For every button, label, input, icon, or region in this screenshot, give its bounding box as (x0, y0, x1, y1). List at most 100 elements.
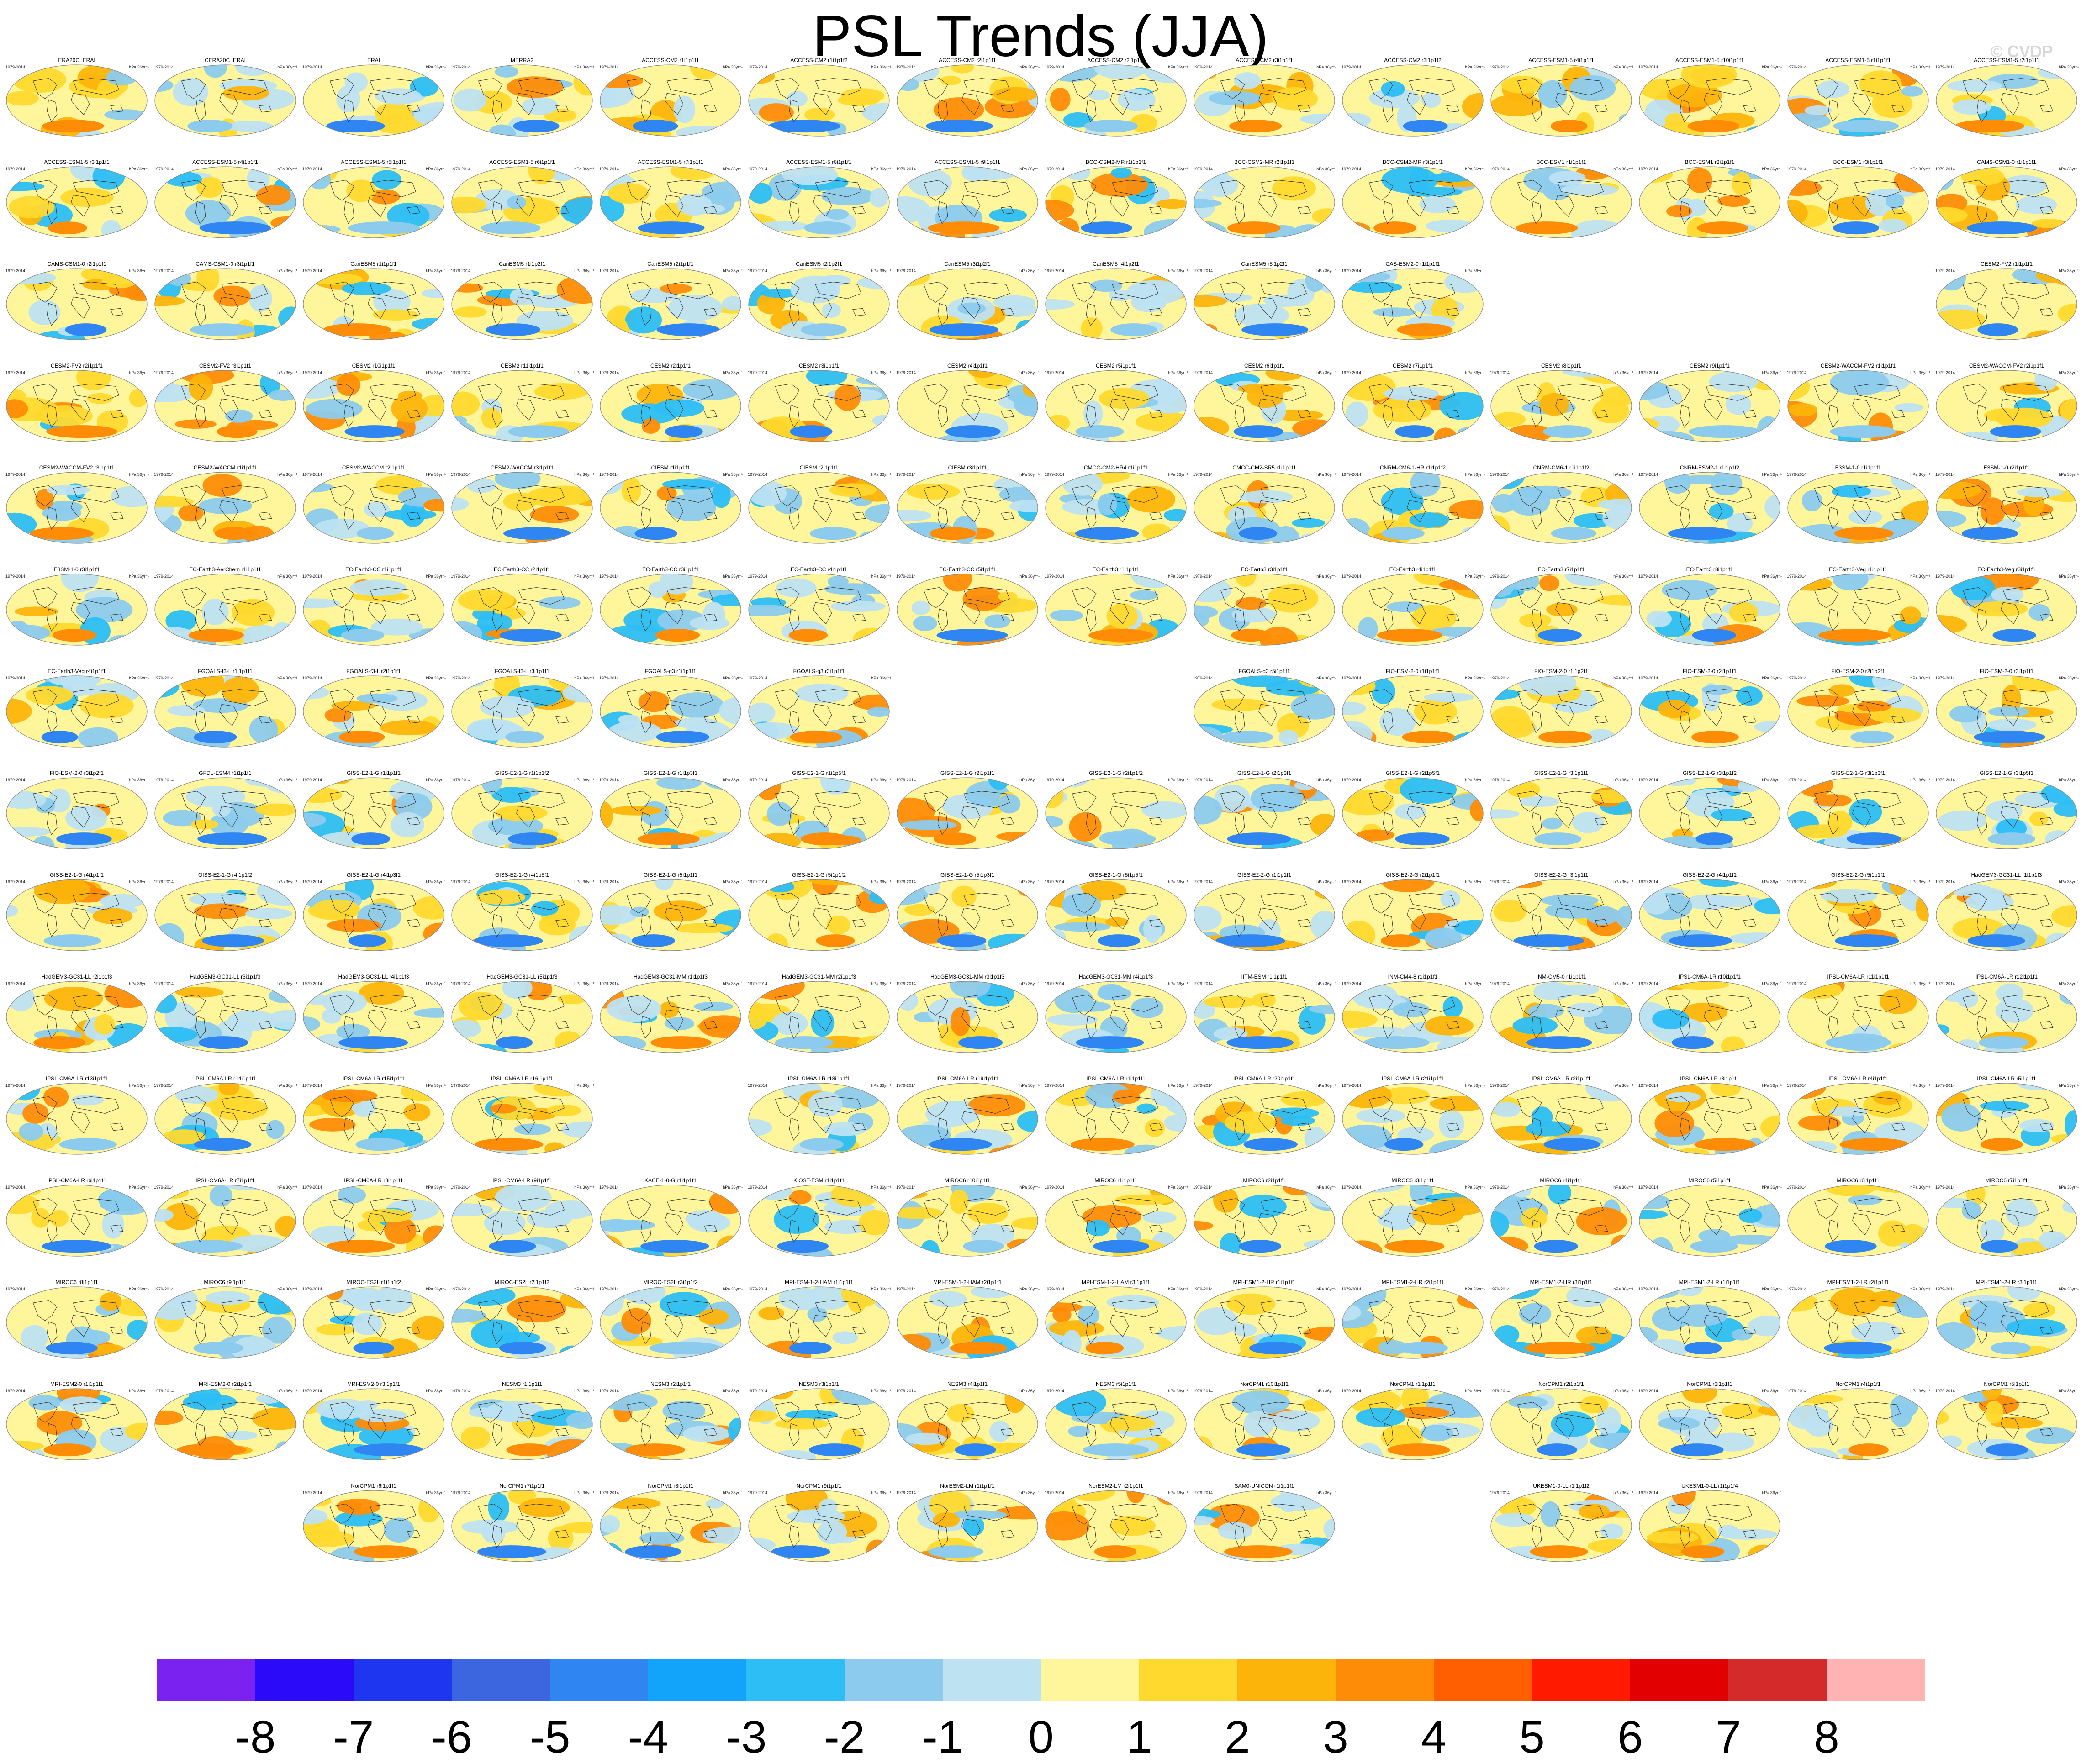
trend-blob (1163, 509, 1186, 522)
trend-blob (1984, 408, 2026, 423)
map-border (6, 166, 148, 238)
panel-period: 1979-2014 (1787, 370, 1806, 375)
continent-outline (626, 1300, 651, 1321)
continent-outline (789, 1219, 800, 1243)
panel-units: hPa 36yr⁻¹ (129, 676, 149, 680)
trend-blob (1711, 808, 1752, 821)
continent-outline (852, 308, 866, 316)
trend-blob (561, 1121, 592, 1138)
trend-blob (1386, 601, 1425, 612)
continent-outline (1595, 410, 1608, 418)
trend-blob (41, 731, 78, 744)
panel-period: 1979-2014 (748, 1185, 767, 1190)
trend-blob (303, 1495, 332, 1507)
continent-outline (221, 1300, 268, 1317)
panel-period: 1979-2014 (748, 167, 767, 171)
map-border (154, 1083, 296, 1155)
trend-blob (755, 778, 781, 800)
trend-blob (486, 323, 541, 337)
trend-blob (481, 221, 541, 235)
trend-blob (351, 832, 390, 846)
trend-blob (897, 1334, 932, 1354)
continent-outline (704, 206, 718, 215)
continent-outline (923, 1300, 948, 1321)
panel-title: EC-Earth3-CC r3i1p1f1 (642, 566, 699, 573)
panel-period: 1979-2014 (1935, 472, 1955, 477)
trend-blob (508, 425, 570, 438)
trend-blob (682, 379, 741, 400)
map-border (748, 1286, 890, 1359)
panel-title: FGOALS-f3-L r2i1p1f1 (346, 668, 401, 674)
panel-units: hPa 36yr⁻¹ (1762, 1083, 1782, 1088)
trend-blob (6, 791, 47, 809)
continent-outline (110, 1122, 124, 1131)
continent-outline (1665, 587, 1690, 608)
trend-blob (307, 993, 327, 1006)
panel-period: 1979-2014 (896, 1490, 916, 1495)
panel-units: hPa 36yr⁻¹ (1762, 676, 1782, 680)
continent-outline (1409, 78, 1456, 95)
colorbar-swatch (550, 1659, 648, 1701)
panel-title: CIESM r2i1p1f1 (800, 464, 839, 471)
panel-period: 1979-2014 (5, 370, 25, 375)
trend-blob (634, 527, 677, 540)
continent-outline (1962, 587, 1987, 608)
trend-blob (31, 1208, 50, 1228)
continent-outline (1531, 812, 1542, 835)
continent-outline (640, 99, 651, 122)
panel-period: 1979-2014 (302, 879, 322, 884)
continent-outline (1665, 485, 1690, 506)
continent-outline (1704, 602, 1723, 625)
continent-outline (407, 511, 421, 520)
trend-blob (506, 76, 563, 98)
continent-outline (1595, 919, 1608, 927)
panel-period: 1979-2014 (1638, 472, 1658, 477)
panel-title: MIROC-ES2L r1i1p1f2 (346, 1279, 401, 1285)
continent-outline (181, 689, 206, 710)
continent-outline (195, 99, 206, 122)
panel-units: hPa 36yr⁻¹ (1019, 472, 1040, 477)
trend-blob (600, 74, 643, 88)
continent-outline (961, 602, 981, 625)
continent-outline (1072, 1198, 1097, 1219)
panel-units: hPa 36yr⁻¹ (1168, 269, 1188, 273)
trend-blob (1263, 294, 1307, 307)
panel-period: 1979-2014 (302, 778, 322, 782)
continent-outline (1595, 511, 1608, 520)
continent-outline (1665, 995, 1690, 1016)
trend-blob (1310, 911, 1335, 940)
map-border (451, 472, 593, 544)
continent-outline (2002, 384, 2049, 401)
trend-blob (1462, 93, 1483, 120)
trend-blob (196, 177, 223, 198)
trend-blob (1980, 1240, 2018, 1253)
trend-blob (106, 635, 135, 645)
panel-period: 1979-2014 (1638, 1185, 1658, 1190)
continent-outline (2002, 587, 2049, 605)
trend-blob (1973, 731, 2045, 744)
trend-blob (698, 1309, 729, 1325)
trend-blob (1050, 87, 1071, 111)
trend-blob (618, 714, 640, 725)
panel-title: GISS-E2-1-G r5i1p1f2 (792, 872, 846, 878)
continent-outline (1706, 1096, 1753, 1114)
panel-period: 1979-2014 (748, 778, 767, 782)
trend-blob (1596, 595, 1632, 606)
panel-units: hPa 36yr⁻¹ (1019, 879, 1040, 884)
trend-blob (1342, 1011, 1378, 1029)
panel-title: MPI-ESM1-2-LR r1i1p1f1 (1679, 1279, 1741, 1285)
panel-units: hPa 36yr⁻¹ (277, 574, 297, 579)
continent-outline (1409, 1198, 1456, 1216)
continent-outline (626, 893, 651, 914)
trend-blob (490, 1104, 517, 1114)
trend-blob (600, 1515, 620, 1533)
trend-blob (1494, 741, 1527, 747)
panel-units: hPa 36yr⁻¹ (723, 1490, 743, 1495)
continent-outline (923, 180, 948, 201)
trend-blob (1468, 1236, 1483, 1246)
trend-blob (898, 991, 919, 1011)
continent-outline (775, 485, 800, 506)
